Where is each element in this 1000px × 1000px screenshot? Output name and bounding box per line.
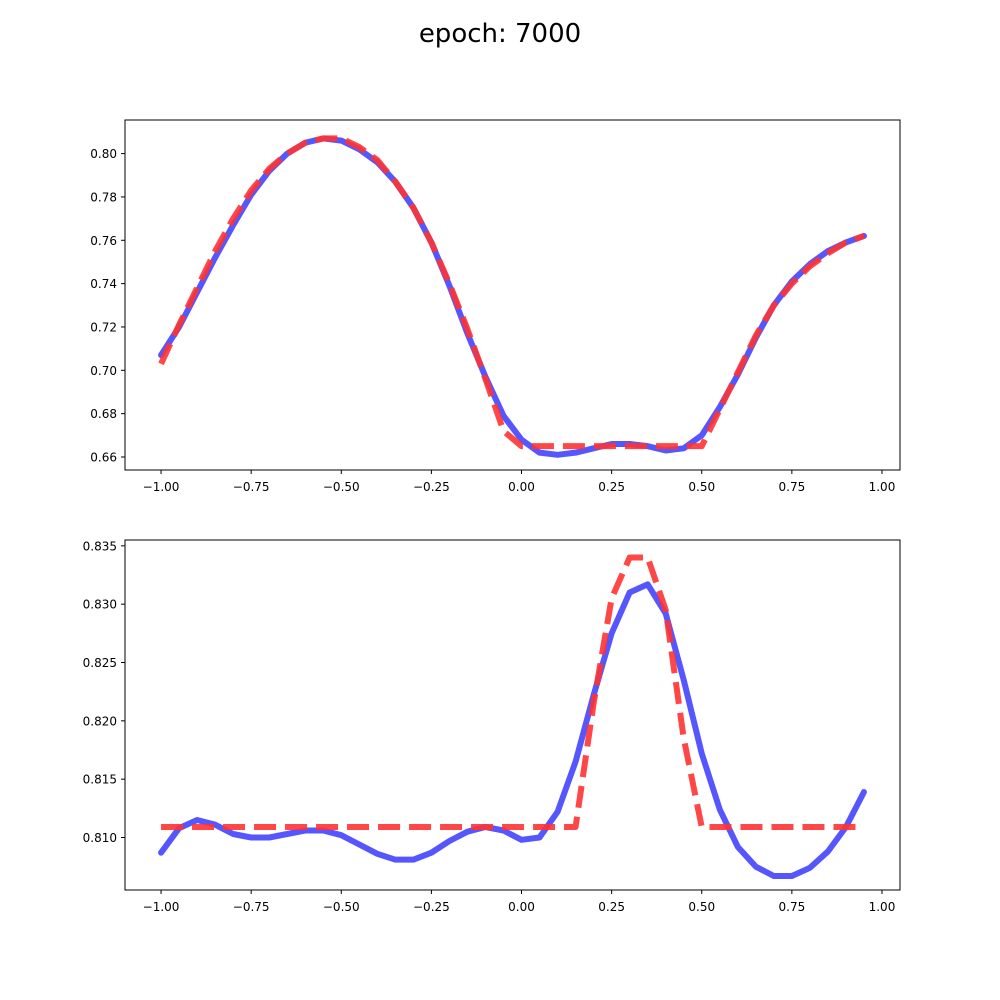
y-tick-label: 0.68 [90,407,117,421]
x-tick-label: 0.25 [598,480,625,494]
x-tick-label: 0.25 [598,900,625,914]
x-tick-label: 1.00 [869,480,896,494]
x-tick-label: 1.00 [869,900,896,914]
y-tick-label: 0.78 [90,190,117,204]
axes-frame [124,539,901,891]
figure-title: epoch: 7000 [419,19,581,49]
x-tick-label: −0.75 [233,480,270,494]
x-tick-label: −1.00 [143,480,180,494]
dashed-series-line [158,135,865,450]
x-tick-label: 0.00 [508,480,535,494]
axes-frame [124,119,901,471]
x-tick-label: −0.50 [323,480,360,494]
x-tick-label: −0.50 [323,900,360,914]
x-tick-label: −0.25 [413,480,450,494]
y-tick-label: 0.830 [83,598,117,612]
y-tick-label: 0.80 [90,147,117,161]
x-tick-label: 0.50 [688,480,715,494]
y-tick-label: 0.815 [83,773,117,787]
top-axes: −1.00 −0.75 −0.50 −0.25 0.00 0.25 0.50 0.75 1.00… [90,119,901,494]
x-tick-label: −0.75 [233,900,270,914]
y-tick-label: 0.835 [83,539,117,553]
y-tick-label: 0.810 [83,831,117,845]
y-tick-label: 0.820 [83,714,117,728]
y-tick-label: 0.66 [90,450,117,464]
bottom-axes: −1.00 −0.75 −0.50 −0.25 0.00 0.25 0.50 0.75 1.00… [83,539,901,914]
x-tick-label: 0.75 [779,480,806,494]
y-tick-label: 0.76 [90,234,117,248]
x-tick-label: 0.50 [688,900,715,914]
x-tick-label: −1.00 [143,900,180,914]
y-tick-label: 0.825 [83,656,117,670]
x-tick-label: 0.75 [779,900,806,914]
dashed-series-line [161,554,864,830]
y-tick-label: 0.74 [90,277,117,291]
y-tick-label: 0.70 [90,364,117,378]
solid-series-line [158,581,867,879]
x-tick-label: −0.25 [413,900,450,914]
x-tick-label: 0.00 [508,900,535,914]
y-tick-label: 0.72 [90,320,117,334]
